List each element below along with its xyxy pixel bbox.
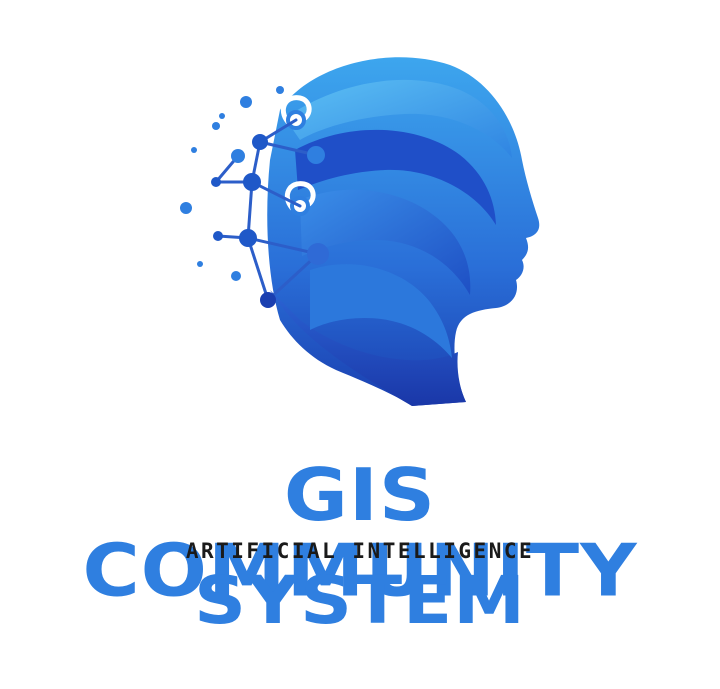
wave-band-bottom (310, 264, 452, 358)
neural-network-nodes (211, 134, 329, 308)
wave-band-top (285, 79, 512, 158)
brand-subtitle: ARTIFICIAL INTELLIGENCE (185, 539, 535, 563)
wave-band-lower-mid (300, 189, 471, 295)
neck-shape (270, 290, 466, 406)
brand-title-bottom: SYSTEM (194, 561, 526, 639)
particle-dots (180, 86, 284, 281)
swirl-curl-mid (284, 181, 316, 211)
wave-band-upper-mid (295, 129, 496, 225)
brand-title-main: GIS COMMUNITY (82, 454, 638, 614)
ai-head-network-icon (180, 57, 540, 407)
swirl-curl-top (280, 95, 312, 125)
